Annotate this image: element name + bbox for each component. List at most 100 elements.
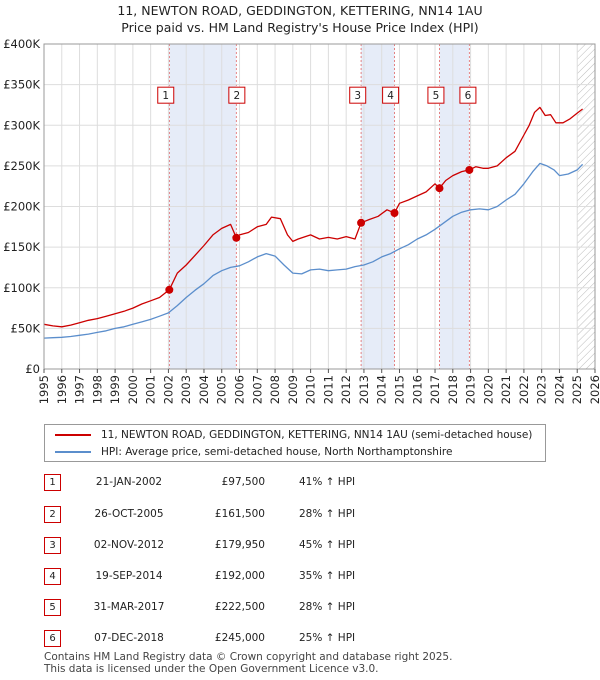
x-tick-label: 2005 [215, 375, 229, 404]
sale-point [390, 209, 399, 217]
sale-marker-label: 2 [234, 90, 241, 102]
x-tick-label: 2013 [357, 375, 371, 404]
x-tick-label: 2020 [481, 375, 495, 404]
sale-row: 2 26-OCT-2005 £161,500 28% ↑ HPI [44, 502, 464, 530]
y-tick-label: £350K [3, 78, 40, 92]
property-series-line [43, 106, 583, 328]
sale-price: £97,500 [221, 476, 265, 488]
y-tick-label: £300K [3, 118, 40, 132]
sale-number: 1 [44, 474, 61, 491]
plot-area [43, 43, 596, 370]
sale-number: 4 [44, 568, 61, 585]
x-tick-label: 1997 [73, 375, 87, 404]
sale-marker-box [459, 86, 477, 104]
x-tick-label: 2024 [552, 375, 566, 404]
sale-hpi-change: 41% ↑ HPI [299, 476, 356, 488]
sale-point [357, 218, 366, 227]
sale-number: 6 [44, 630, 61, 647]
legend-item-hpi: HPI: Average price, semi-detached house,… [55, 444, 452, 460]
x-tick-label: 1998 [90, 375, 104, 404]
x-tick-label: 2019 [464, 375, 478, 404]
sale-date: 21-JAN-2002 [95, 476, 163, 488]
sale-marker-label: 5 [433, 90, 440, 102]
sale-point [232, 233, 241, 242]
x-tick-label: 2015 [392, 375, 406, 404]
sale-number: 2 [44, 506, 61, 523]
legend-label-hpi: HPI: Average price, semi-detached house,… [101, 446, 453, 458]
sale-marker-label: 6 [465, 90, 472, 102]
sale-point [435, 184, 444, 193]
sale-hpi-change: 35% ↑ HPI [299, 570, 356, 582]
x-tick-label: 2002 [161, 375, 175, 404]
legend-swatch-property [55, 434, 91, 436]
x-tick-label: 2009 [286, 375, 300, 404]
sale-price: £192,000 [214, 570, 265, 582]
y-tick-label: £0 [25, 362, 40, 376]
x-tick-label: 2004 [197, 375, 211, 404]
sale-date: 02-NOV-2012 [93, 539, 165, 551]
x-tick-label: 2022 [517, 375, 531, 404]
sale-marker-box [382, 86, 400, 104]
hpi-series-line [43, 162, 584, 339]
sale-row: 5 31-MAR-2017 £222,500 28% ↑ HPI [44, 595, 464, 623]
sale-price: £161,500 [214, 508, 265, 520]
sale-hpi-change: 28% ↑ HPI [299, 508, 356, 520]
sale-point [165, 285, 174, 294]
y-tick-label: £150K [3, 240, 40, 254]
footer-licence: This data is licensed under the Open Gov… [44, 663, 379, 675]
sale-price: £222,500 [214, 601, 265, 613]
price-chart: 11, NEWTON ROAD, GEDDINGTON, KETTERING, … [3, 3, 600, 404]
sale-marker-label: 1 [162, 90, 169, 102]
legend-label-property: 11, NEWTON ROAD, GEDDINGTON, KETTERING, … [101, 429, 533, 441]
sale-number: 5 [44, 599, 61, 616]
sale-marker-box [228, 86, 246, 104]
sale-marker-box [427, 86, 445, 104]
x-tick-label: 2018 [446, 375, 460, 404]
sale-marker-label: 4 [387, 90, 394, 102]
x-tick-label: 2021 [499, 375, 513, 404]
y-tick-label: £400K [3, 37, 40, 51]
x-tick-label: 1999 [108, 375, 122, 404]
x-tick-label: 1996 [55, 375, 69, 404]
y-tick-label: £50K [11, 321, 41, 335]
sale-price: £179,950 [214, 539, 265, 551]
sale-hpi-change: 45% ↑ HPI [299, 539, 356, 551]
sale-price: £245,000 [214, 632, 265, 644]
x-tick-label: 2017 [428, 375, 442, 404]
sale-marker-box [349, 86, 367, 104]
legend-swatch-hpi [55, 451, 91, 453]
footer: Contains HM Land Registry data © Crown c… [44, 651, 452, 675]
y-tick-label: £200K [3, 200, 40, 214]
x-tick-label: 2010 [304, 375, 318, 404]
x-tick-label: 2003 [179, 375, 193, 404]
legend: 11, NEWTON ROAD, GEDDINGTON, KETTERING, … [44, 424, 546, 462]
footer-copyright: Contains HM Land Registry data © Crown c… [44, 651, 453, 663]
sale-date: 19-SEP-2014 [95, 570, 163, 582]
sale-date: 26-OCT-2005 [94, 508, 164, 520]
chart-subtitle: Price paid vs. HM Land Registry's House … [121, 20, 478, 35]
legend-item-property: 11, NEWTON ROAD, GEDDINGTON, KETTERING, … [55, 427, 532, 443]
chart-title: 11, NEWTON ROAD, GEDDINGTON, KETTERING, … [117, 3, 482, 18]
sale-number: 3 [44, 537, 61, 554]
sale-row: 6 07-DEC-2018 £245,000 25% ↑ HPI [44, 626, 464, 654]
x-tick-label: 2007 [250, 375, 264, 404]
sale-hpi-change: 25% ↑ HPI [299, 632, 356, 644]
x-tick-label: 2016 [410, 375, 424, 404]
x-tick-label: 2026 [588, 375, 600, 404]
x-tick-label: 2011 [321, 375, 335, 404]
sale-hpi-change: 28% ↑ HPI [299, 601, 356, 613]
x-tick-label: 2000 [126, 375, 140, 404]
sale-row: 4 19-SEP-2014 £192,000 35% ↑ HPI [44, 564, 464, 592]
x-tick-label: 2012 [339, 375, 353, 404]
y-tick-label: £250K [3, 159, 40, 173]
x-tick-label: 2023 [535, 375, 549, 404]
x-tick-label: 2025 [570, 375, 584, 404]
sale-point [465, 165, 474, 174]
x-tick-label: 1995 [37, 375, 51, 404]
x-tick-label: 2006 [233, 375, 247, 404]
sale-marker-box [157, 86, 175, 104]
sale-date: 31-MAR-2017 [93, 601, 165, 613]
sale-marker-label: 3 [354, 90, 361, 102]
x-tick-label: 2014 [375, 375, 389, 404]
x-tick-label: 2001 [144, 375, 158, 404]
